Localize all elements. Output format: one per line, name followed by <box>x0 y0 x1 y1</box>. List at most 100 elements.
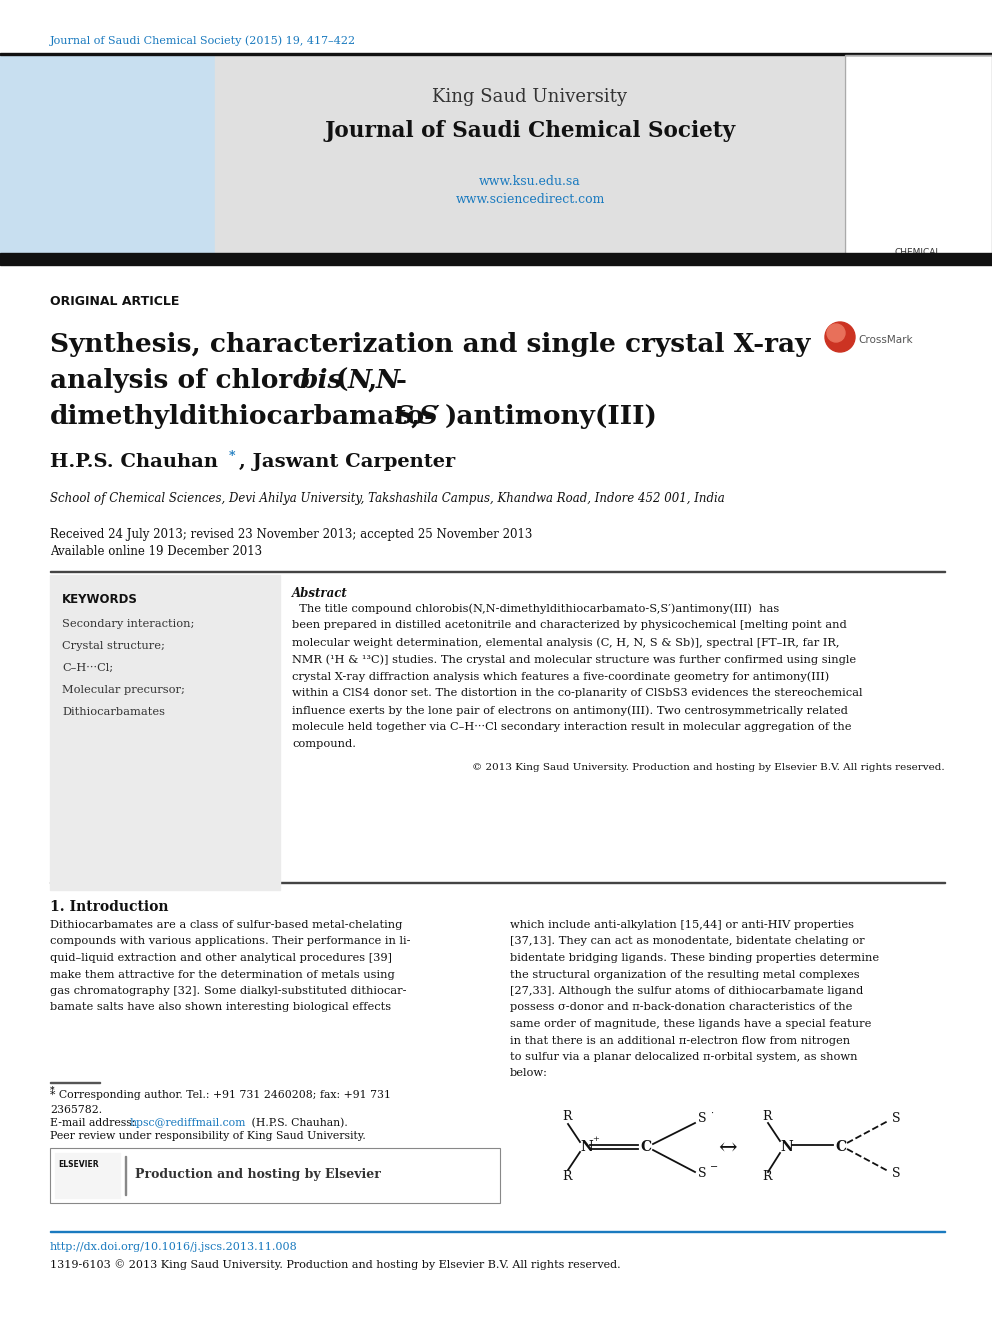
Text: R: R <box>762 1110 772 1123</box>
Text: S: S <box>892 1167 901 1180</box>
Text: NMR (¹H & ¹³C)] studies. The crystal and molecular structure was further confirm: NMR (¹H & ¹³C)] studies. The crystal and… <box>292 654 856 664</box>
Text: Dithiocarbamates: Dithiocarbamates <box>62 706 165 717</box>
Text: Peer review under responsibility of King Saud University.: Peer review under responsibility of King… <box>50 1131 366 1140</box>
Text: The title compound chlorobis(N,N-dimethyldithiocarbamato-S,S′)antimony(III)  has: The title compound chlorobis(N,N-dimethy… <box>292 603 780 614</box>
Text: Secondary interaction;: Secondary interaction; <box>62 619 194 628</box>
Text: Journal of Saudi Chemical Society (2015) 19, 417–422: Journal of Saudi Chemical Society (2015)… <box>50 34 356 45</box>
Text: in that there is an additional π-electron flow from nitrogen: in that there is an additional π-electro… <box>510 1036 850 1045</box>
Text: ORIGINAL ARTICLE: ORIGINAL ARTICLE <box>50 295 180 308</box>
Text: dimethyldithiocarbamato-: dimethyldithiocarbamato- <box>50 404 436 429</box>
Text: www.ksu.edu.sa: www.ksu.edu.sa <box>479 175 581 188</box>
Text: Synthesis, characterization and single crystal X-ray: Synthesis, characterization and single c… <box>50 332 810 357</box>
Text: R: R <box>562 1110 571 1123</box>
Text: N: N <box>348 368 372 393</box>
Text: gas chromatography [32]. Some dialkyl-substituted dithiocar-: gas chromatography [32]. Some dialkyl-su… <box>50 986 407 996</box>
Text: N: N <box>580 1140 593 1154</box>
Text: ,: , <box>411 404 421 429</box>
Text: ,: , <box>368 368 377 393</box>
Text: R: R <box>562 1170 571 1183</box>
Text: S: S <box>395 404 414 429</box>
Text: Molecular precursor;: Molecular precursor; <box>62 685 185 695</box>
Text: ELSEVIER: ELSEVIER <box>58 1160 98 1170</box>
Text: Production and hosting by Elsevier: Production and hosting by Elsevier <box>135 1168 381 1181</box>
Text: quid–liquid extraction and other analytical procedures [39]: quid–liquid extraction and other analyti… <box>50 953 392 963</box>
Text: © 2013 King Saud University. Production and hosting by Elsevier B.V. All rights : © 2013 King Saud University. Production … <box>472 763 945 773</box>
Text: analysis of chloro: analysis of chloro <box>50 368 310 393</box>
Text: Received 24 July 2013; revised 23 November 2013; accepted 25 November 2013: Received 24 July 2013; revised 23 Novemb… <box>50 528 533 541</box>
Text: * Corresponding author. Tel.: +91 731 2460208; fax: +91 731: * Corresponding author. Tel.: +91 731 24… <box>50 1090 391 1099</box>
Text: , Jaswant Carpenter: , Jaswant Carpenter <box>239 452 455 471</box>
Text: make them attractive for the determination of metals using: make them attractive for the determinati… <box>50 970 395 979</box>
Text: http://dx.doi.org/10.1016/j.jscs.2013.11.008: http://dx.doi.org/10.1016/j.jscs.2013.11… <box>50 1242 298 1252</box>
Text: (: ( <box>336 368 348 393</box>
Text: CrossMark: CrossMark <box>858 335 913 345</box>
Text: 1319-6103 © 2013 King Saud University. Production and hosting by Elsevier B.V. A: 1319-6103 © 2013 King Saud University. P… <box>50 1259 621 1270</box>
Text: same order of magnitude, these ligands have a special feature: same order of magnitude, these ligands h… <box>510 1019 871 1029</box>
Text: (H.P.S. Chauhan).: (H.P.S. Chauhan). <box>248 1118 348 1129</box>
Bar <box>0 253 992 265</box>
Text: been prepared in distilled acetonitrile and characterized by physicochemical [me: been prepared in distilled acetonitrile … <box>292 620 847 630</box>
Text: which include anti-alkylation [15,44] or anti-HIV properties: which include anti-alkylation [15,44] or… <box>510 919 854 930</box>
Text: N: N <box>780 1140 793 1154</box>
Text: School of Chemical Sciences, Devi Ahilya University, Takshashila Campus, Khandwa: School of Chemical Sciences, Devi Ahilya… <box>50 492 725 505</box>
Text: +: + <box>592 1135 599 1143</box>
Text: E-mail address:: E-mail address: <box>50 1118 139 1129</box>
Bar <box>845 56 992 261</box>
Text: C–H···Cl;: C–H···Cl; <box>62 663 113 673</box>
Text: [27,33]. Although the sulfur atoms of dithiocarbamate ligand: [27,33]. Although the sulfur atoms of di… <box>510 986 863 996</box>
Bar <box>55 1154 120 1199</box>
Bar <box>125 1156 126 1195</box>
Text: compounds with various applications. Their performance in li-: compounds with various applications. The… <box>50 937 411 946</box>
Text: to sulfur via a planar delocalized π-orbital system, as shown: to sulfur via a planar delocalized π-orb… <box>510 1052 857 1062</box>
Bar <box>50 1148 500 1203</box>
Text: 2365782.: 2365782. <box>50 1105 102 1115</box>
Text: below:: below: <box>510 1069 548 1078</box>
Text: S: S <box>698 1113 706 1125</box>
Bar <box>0 56 215 261</box>
Text: bis: bis <box>299 368 342 393</box>
Bar <box>215 56 845 261</box>
Text: CHEMICAL: CHEMICAL <box>895 247 941 257</box>
Text: S: S <box>892 1113 901 1125</box>
Text: Crystal structure;: Crystal structure; <box>62 642 165 651</box>
Text: )antimony(III): )antimony(III) <box>445 404 658 429</box>
Text: [37,13]. They can act as monodentate, bidentate chelating or: [37,13]. They can act as monodentate, bi… <box>510 937 865 946</box>
Bar <box>0 53 992 56</box>
Text: 1. Introduction: 1. Introduction <box>50 900 169 914</box>
Text: Abstract: Abstract <box>292 587 348 601</box>
Text: bidentate bridging ligands. These binding properties determine: bidentate bridging ligands. These bindin… <box>510 953 879 963</box>
Text: influence exerts by the lone pair of electrons on antimony(III). Two centrosymme: influence exerts by the lone pair of ele… <box>292 705 848 716</box>
Text: molecular weight determination, elemental analysis (C, H, N, S & Sb)], spectral : molecular weight determination, elementa… <box>292 636 839 647</box>
Text: bamate salts have also shown interesting biological effects: bamate salts have also shown interesting… <box>50 1003 391 1012</box>
Text: molecule held together via C–H···Cl secondary interaction result in molecular ag: molecule held together via C–H···Cl seco… <box>292 722 851 732</box>
Text: *: * <box>229 450 235 463</box>
Text: ↔: ↔ <box>718 1138 737 1160</box>
Circle shape <box>827 324 845 343</box>
Text: Dithiocarbamates are a class of sulfur-based metal-chelating: Dithiocarbamates are a class of sulfur-b… <box>50 919 403 930</box>
Text: R: R <box>762 1170 772 1183</box>
Bar <box>50 1148 500 1203</box>
Text: S: S <box>698 1167 706 1180</box>
Text: *: * <box>50 1086 55 1095</box>
Text: www.sciencedirect.com: www.sciencedirect.com <box>455 193 605 206</box>
Text: ·: · <box>710 1109 713 1118</box>
Text: Available online 19 December 2013: Available online 19 December 2013 <box>50 545 262 558</box>
Text: within a ClS4 donor set. The distortion in the co-planarity of ClSbS3 evidences : within a ClS4 donor set. The distortion … <box>292 688 862 699</box>
Text: the structural organization of the resulting metal complexes: the structural organization of the resul… <box>510 970 860 979</box>
Bar <box>845 56 992 261</box>
Text: King Saud University: King Saud University <box>433 89 628 106</box>
Bar <box>50 1230 945 1232</box>
Text: compound.: compound. <box>292 740 356 749</box>
Text: Journal of Saudi Chemical Society: Journal of Saudi Chemical Society <box>324 120 735 142</box>
Text: H.P.S. Chauhan: H.P.S. Chauhan <box>50 452 225 471</box>
Text: KEYWORDS: KEYWORDS <box>62 593 138 606</box>
Text: -: - <box>396 368 407 393</box>
Text: C: C <box>640 1140 651 1154</box>
Text: hpsc@rediffmail.com: hpsc@rediffmail.com <box>130 1118 246 1129</box>
Text: crystal X-ray diffraction analysis which features a five-coordinate geometry for: crystal X-ray diffraction analysis which… <box>292 671 829 681</box>
Text: −: − <box>710 1163 718 1172</box>
Bar <box>50 576 280 890</box>
Text: C: C <box>835 1140 846 1154</box>
Text: N: N <box>376 368 400 393</box>
Text: possess σ-donor and π-back-donation characteristics of the: possess σ-donor and π-back-donation char… <box>510 1003 852 1012</box>
